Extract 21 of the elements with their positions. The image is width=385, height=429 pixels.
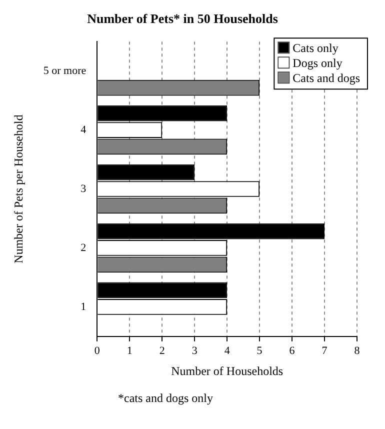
x-tick-label: 8	[354, 344, 360, 357]
x-tick-label: 6	[289, 344, 296, 357]
x-tick-label: 1	[126, 344, 132, 357]
legend-label: Dogs only	[292, 56, 342, 70]
y-tick-label: 5 or more	[43, 64, 86, 77]
x-tick-label: 2	[159, 344, 165, 357]
legend-label: Cats only	[292, 40, 338, 55]
y-tick-label: 4	[80, 124, 87, 136]
text: *cats and dogs only	[118, 391, 214, 406]
y-tick-label: 2	[80, 242, 86, 254]
x-tick-label: 3	[192, 344, 198, 357]
x-axis-title: Number of Households	[171, 364, 284, 378]
y-axis-title: Number of Pets per Household	[11, 114, 26, 264]
x-tick-label: 7	[322, 344, 328, 357]
x-tick-label: 0	[94, 344, 100, 357]
chart-title: Number of Pets* in 50 Households	[87, 11, 278, 26]
y-tick-label: 3	[80, 182, 87, 195]
y-tick-label: 1	[80, 300, 86, 313]
legend-label: Cats and dogs	[292, 70, 360, 85]
x-tick-label: 5	[256, 344, 263, 357]
x-tick-label: 4	[224, 344, 230, 357]
